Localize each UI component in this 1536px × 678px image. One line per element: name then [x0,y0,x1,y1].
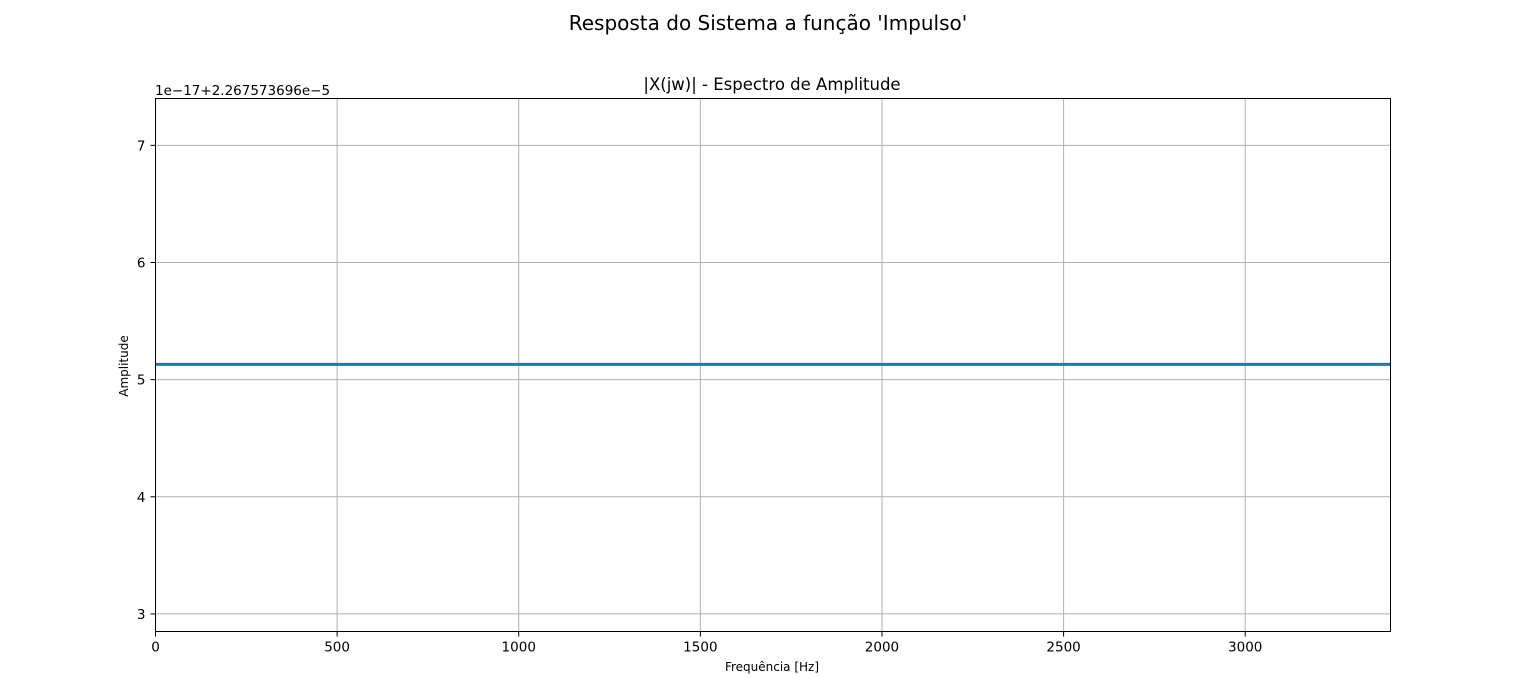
chart-title: |X(jw)| - Espectro de Amplitude [643,75,900,94]
axes-frame [155,98,1391,632]
y-tick-label: 3 [137,607,146,623]
x-axis-label: Frequência [Hz] [725,660,819,674]
y-ticks-layer: 3 4 5 6 7 [137,138,156,623]
y-tick-label: 6 [137,256,146,272]
y-axis-offset-label: 1e−17+2.267573696e−5 [155,83,330,99]
x-tick-label: 0 [151,640,160,656]
y-tick-label: 7 [137,138,146,154]
x-tick-label: 1500 [683,640,717,656]
x-tick-label: 1000 [502,640,536,656]
plot-area: 0 500 1000 1500 2000 2500 3000 3 4 5 6 7 [137,98,1391,656]
x-tick-label: 3000 [1228,640,1262,656]
y-tick-label: 4 [137,490,146,506]
x-ticks-layer: 0 500 1000 1500 2000 2500 3000 [151,631,1262,656]
y-axis-label: Amplitude [117,335,131,397]
figure-suptitle: Resposta do Sistema a função 'Impulso' [569,11,968,35]
x-tick-label: 2000 [865,640,899,656]
x-tick-label: 2500 [1046,640,1080,656]
x-tick-label: 500 [324,640,350,656]
y-tick-label: 5 [137,373,146,389]
